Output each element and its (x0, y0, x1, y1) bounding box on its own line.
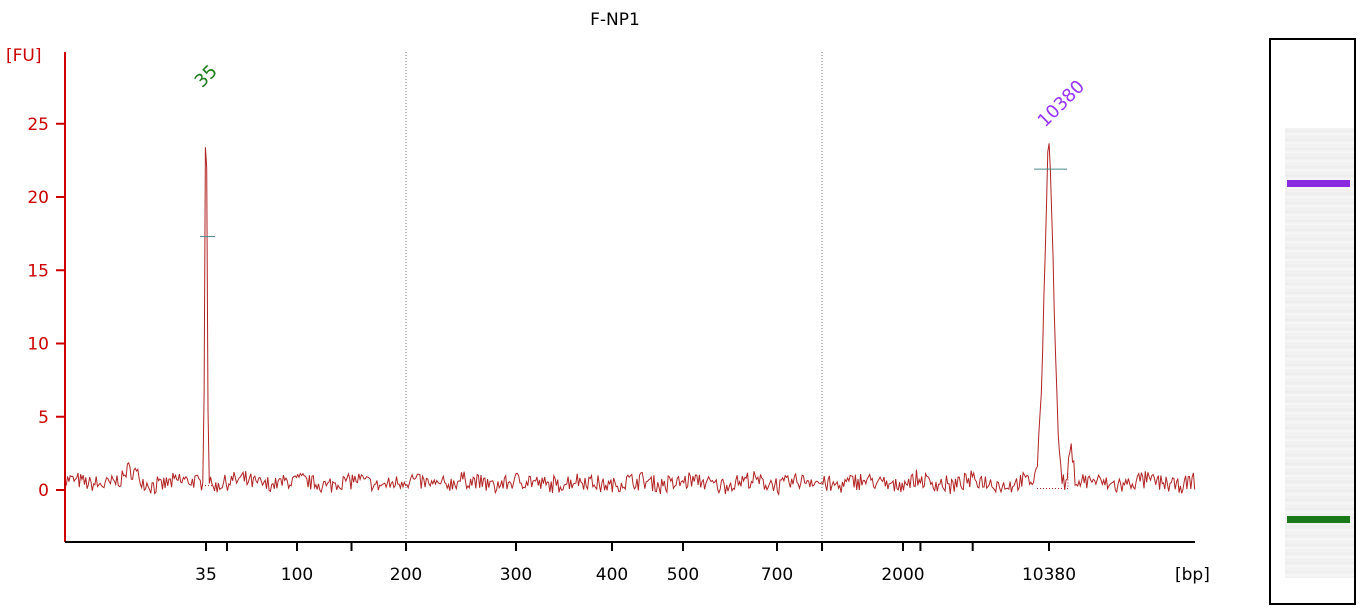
peak-layer: 35 10380 (191, 61, 1089, 490)
chart-title: F-NP1 (590, 10, 640, 30)
trace-layer (64, 143, 1196, 496)
reference-lines (405, 52, 823, 542)
y-axis: 0 5 10 15 20 25 (27, 52, 66, 542)
x-tick-label-0: 35 (195, 565, 217, 585)
series-trace (64, 143, 1196, 496)
y-tick-label-10: 10 (27, 335, 49, 355)
y-tick-label-15: 15 (27, 261, 49, 281)
x-tick-label-7: 2000 (881, 565, 924, 585)
x-axis: 35 100 200 300 400 500 700 2000 10380 (65, 541, 1195, 585)
x-tick-label-5: 500 (667, 565, 699, 585)
y-axis-label: [FU] (6, 46, 42, 66)
gel-lane (1285, 128, 1354, 578)
x-tick-label-1: 100 (281, 565, 313, 585)
x-axis-label: [bp] (1175, 565, 1210, 585)
x-tick-label-4: 400 (596, 565, 628, 585)
y-tick-label-0: 0 (38, 481, 49, 501)
y-tick-label-25: 25 (27, 115, 49, 135)
peak-10380-baseline (1037, 472, 1069, 490)
gel-image (1269, 38, 1356, 605)
gel-band-lower-marker (1287, 516, 1350, 523)
x-tick-label-2: 200 (390, 565, 422, 585)
peak-label-1: 10380 (1034, 76, 1089, 131)
gel-band-upper (1287, 180, 1350, 187)
y-tick-label-20: 20 (27, 188, 49, 208)
peak-label-0: 35 (191, 61, 222, 92)
electropherogram-chart: F-NP1 [FU] [bp] 0 5 10 15 20 25 35 100 200 300 40… (6, 10, 1210, 585)
x-tick-label-3: 300 (500, 565, 532, 585)
x-tick-label-6: 700 (761, 565, 793, 585)
y-tick-label-5: 5 (38, 408, 49, 428)
x-tick-label-8: 10380 (1022, 565, 1076, 585)
